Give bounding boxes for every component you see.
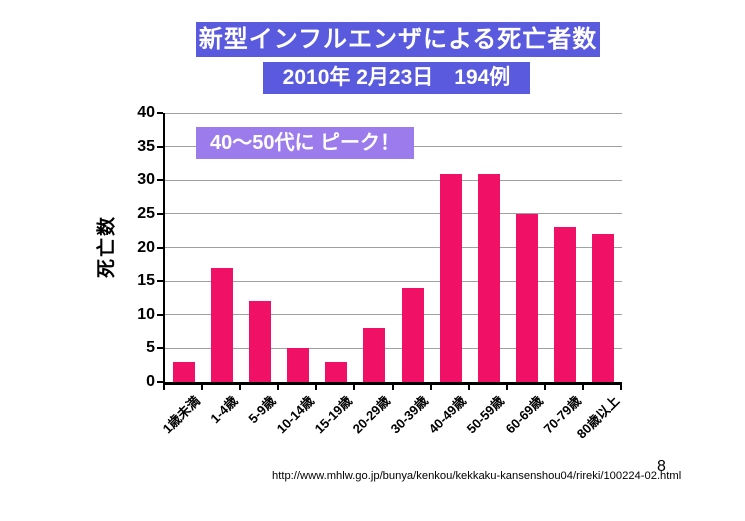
x-tick-label: 60-69歳 [502,393,546,437]
y-tick-mark [157,313,163,316]
bar [211,267,234,382]
x-tick-label: 40-49歳 [426,393,470,437]
y-tick-mark [157,145,163,148]
x-tick-mark [353,385,356,390]
x-tick-mark [543,385,546,390]
gridline [165,280,622,282]
gridline [165,179,622,181]
y-tick-label: 35 [137,137,155,155]
x-tick-mark [429,385,432,390]
bar [249,301,272,382]
bar [477,173,500,382]
y-tick-label: 40 [137,104,155,121]
x-tick-mark [467,385,470,390]
y-tick-mark [157,280,163,283]
x-tick-mark [239,385,242,390]
x-tick-mark [315,385,318,390]
x-tick-mark [391,385,394,390]
slide-subtitle: 2010年 2月23日 194例 [263,62,530,94]
slide-title: 新型インフルエンザによる死亡者数 [196,22,600,57]
y-tick-label: 0 [146,373,155,390]
bar [287,348,310,382]
x-tick-mark [277,385,280,390]
bar [591,234,614,382]
x-tick-label: 50-59歳 [464,393,508,437]
x-tick-label: 1歳未満 [159,393,203,437]
gridline [165,112,622,114]
bar [173,361,196,382]
gridline [165,314,622,316]
x-tick-mark [505,385,508,390]
y-tick-mark [157,112,163,114]
y-tick-mark [157,246,163,249]
gridline [165,247,622,248]
y-tick-label: 10 [137,305,155,323]
y-tick-mark [157,212,163,215]
x-tick-label: 1-4歳 [207,393,241,427]
y-tick-label: 25 [137,204,155,222]
gridline [165,213,622,215]
y-tick-label: 30 [137,171,155,189]
bar [439,173,462,382]
bar [553,227,576,382]
x-tick-label: 30-39歳 [387,393,432,437]
x-tick-mark [581,385,584,390]
plot-area [163,112,622,385]
y-tick-label: 5 [146,339,155,357]
bar [363,328,386,382]
source-url: http://www.mhlw.go.jp/bunya/kenkou/kekka… [272,470,682,482]
x-tick-label: 10-14歳 [273,393,318,437]
bar [401,287,424,382]
page-number: 8 [657,458,666,475]
x-tick-label: 20-29歳 [349,393,394,437]
y-tick-mark [157,179,163,182]
x-tick-mark [620,385,622,390]
x-tick-mark [201,385,204,390]
y-tick-label: 15 [137,272,155,290]
y-tick-mark [157,347,163,350]
x-tick-label: 15-19歳 [311,393,356,437]
bar [515,213,538,382]
peak-annotation: 40～50代に ピーク！ [196,127,415,159]
gridline [165,347,622,349]
y-tick-mark [157,381,163,383]
bar [325,361,348,382]
x-tick-mark [163,385,165,390]
y-tick-label: 20 [137,238,155,256]
